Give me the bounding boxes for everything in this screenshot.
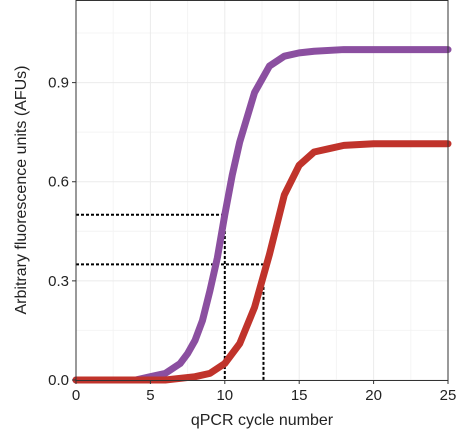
x-tick-label: 20 bbox=[365, 387, 382, 404]
x-tick-label: 25 bbox=[440, 387, 457, 404]
reference-line-2 bbox=[76, 263, 265, 380]
x-axis-ticks: 0 5 10 15 20 25 bbox=[72, 380, 457, 404]
x-axis-label: qPCR cycle number bbox=[191, 412, 334, 429]
x-tick-label: 15 bbox=[291, 387, 308, 404]
y-axis-ticks: 0.0 0.3 0.6 0.9 bbox=[48, 75, 76, 389]
series-line-1 bbox=[72, 46, 452, 384]
y-tick-label: 0.6 bbox=[48, 174, 69, 191]
y-tick-label: 0.9 bbox=[48, 75, 69, 92]
x-tick-label: 0 bbox=[72, 387, 80, 404]
grid bbox=[75, 0, 449, 381]
y-tick-label: 0.0 bbox=[48, 372, 69, 389]
y-tick-label: 0.3 bbox=[48, 273, 69, 290]
y-axis-label: Arbitrary fluorescence units (AFUs) bbox=[13, 66, 30, 315]
plot-frame bbox=[75, 0, 449, 381]
x-tick-label: 5 bbox=[146, 387, 154, 404]
x-tick-label: 10 bbox=[216, 387, 233, 404]
